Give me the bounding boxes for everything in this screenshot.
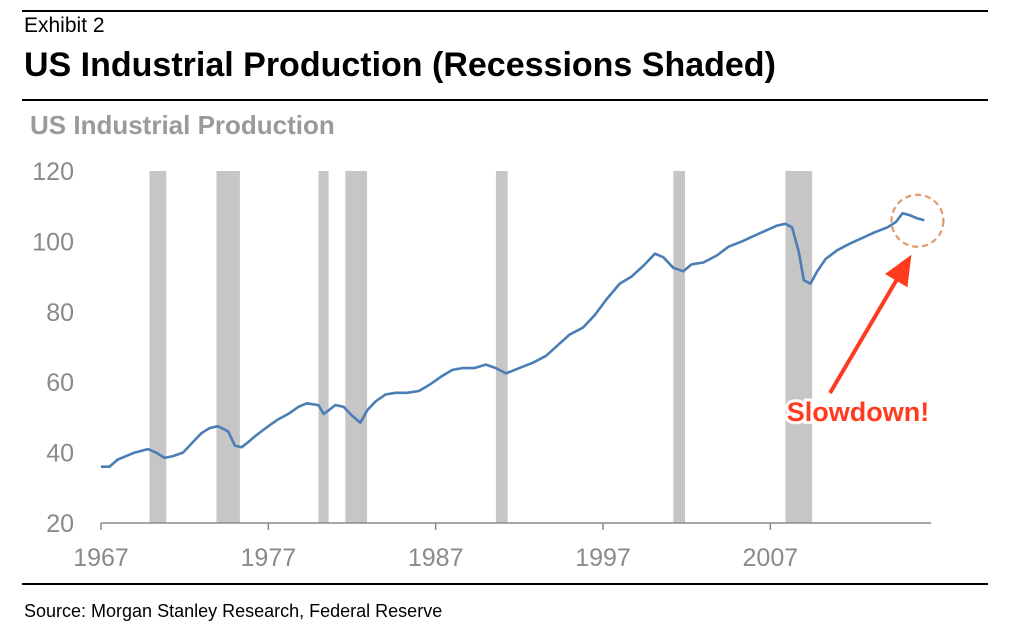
arrow-head [885,254,912,288]
y-tick-labels: 20 40 60 80 100 120 [32,158,74,538]
x-tick-label: 1987 [408,544,464,572]
recession-band [345,171,368,523]
recession-band [785,171,813,523]
annotation-arrow [828,254,912,395]
chart-title: US Industrial Production [30,110,335,140]
x-tick-label: 1977 [241,544,297,572]
recession-band [149,171,167,523]
top-rule [22,10,988,12]
recession-band [673,171,686,523]
y-tick-label: 40 [46,440,74,468]
title-rule [22,99,988,101]
recession-band [318,171,329,523]
recession-band [495,171,508,523]
x-tick-label: 1997 [575,544,631,572]
x-tick-labels: 1967 1977 1987 1997 2007 [73,523,798,572]
y-tick-label: 100 [32,228,74,256]
page-title: US Industrial Production (Recessions Sha… [24,46,776,84]
y-tick-label: 60 [46,369,74,397]
series-line [101,211,925,468]
recession-band [216,171,240,523]
y-tick-label: 120 [32,158,74,186]
y-tick-label: 80 [46,299,74,327]
arrow-shaft [828,279,898,395]
x-tick-label: 2007 [743,544,799,572]
y-tick-label: 20 [46,510,74,538]
exhibit-label: Exhibit 2 [24,14,105,37]
bottom-rule [22,583,988,585]
recession-bands [149,171,813,523]
source-note: Source: Morgan Stanley Research, Federal… [24,601,443,621]
slowdown-highlight-circle [890,193,945,248]
x-tick-label: 1967 [73,544,129,572]
slowdown-annotation: Slowdown! [787,397,929,427]
